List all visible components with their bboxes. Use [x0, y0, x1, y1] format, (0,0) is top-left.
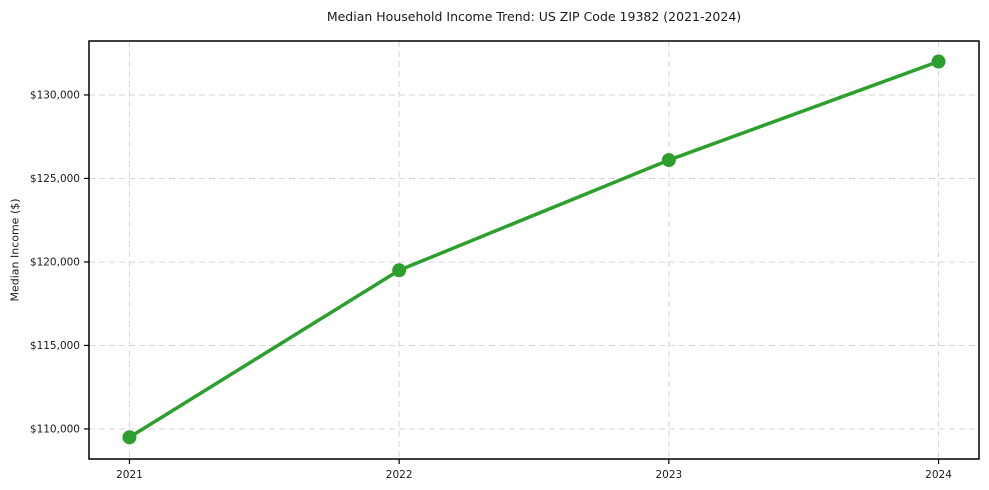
chart-title: Median Household Income Trend: US ZIP Co… — [326, 9, 742, 24]
x-tick-label: 2021 — [116, 469, 143, 481]
y-tick-label: $115,000 — [30, 340, 80, 352]
y-tick-label: $110,000 — [30, 423, 80, 435]
y-tick-label: $120,000 — [30, 256, 80, 268]
x-tick-label: 2023 — [655, 469, 682, 481]
x-tick-label: 2022 — [386, 469, 413, 481]
y-tick-label: $125,000 — [30, 173, 80, 185]
data-point — [661, 153, 676, 168]
data-point — [122, 430, 137, 445]
plot-border — [88, 40, 980, 460]
data-point — [392, 263, 407, 278]
x-tick-label: 2024 — [925, 469, 952, 481]
data-point — [931, 54, 946, 69]
y-tick-label: $130,000 — [30, 89, 80, 101]
trend-line — [127, 59, 941, 440]
